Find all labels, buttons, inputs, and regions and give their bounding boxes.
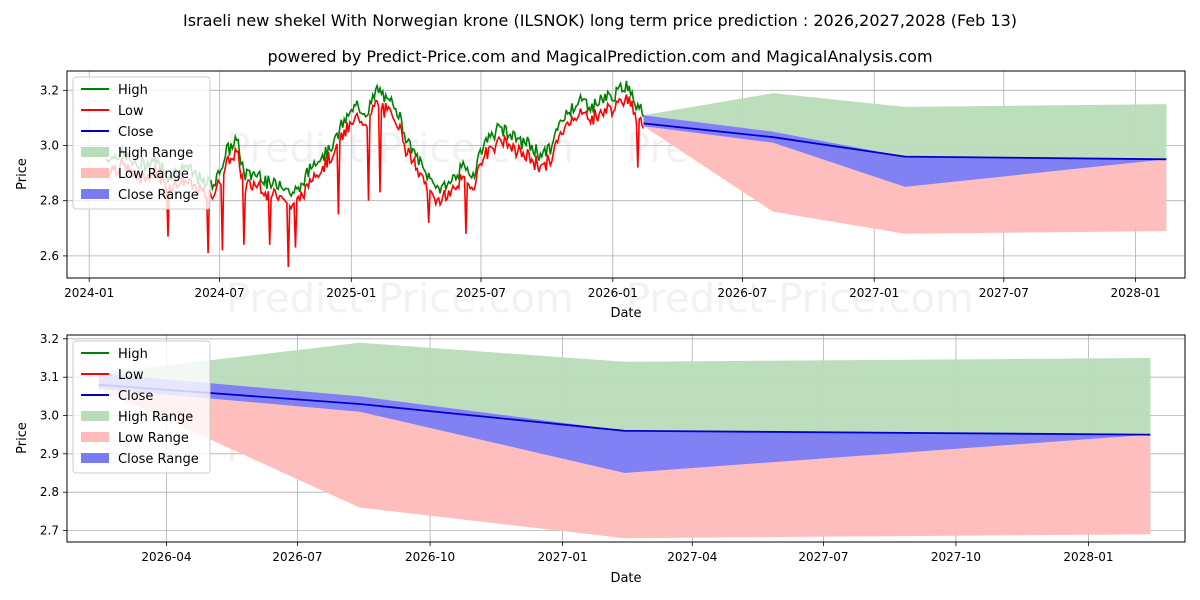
top-y-tick-label: 2.8 [40,194,59,208]
top-legend-high-range-label: High Range [118,146,193,161]
top-y-tick-label: 3.0 [40,139,59,153]
bottom-y-tick-label: 3.2 [40,332,59,346]
bottom-legend-low-range-label: Low Range [118,431,189,446]
top-close-range-band [643,115,1167,187]
bottom-y-tick-label: 2.8 [40,485,59,499]
top-x-tick-label: 2024-01 [64,286,114,300]
top-x-tick-label: 2025-01 [326,286,376,300]
top-watermark-4: Predict-Price.com [626,276,974,322]
top-legend-close-range-label: Close Range [118,188,199,203]
top-legend-low-label: Low [118,104,144,119]
top-y-tick-label: 2.6 [40,249,59,263]
bottom-forecast-close-line [98,383,1151,436]
top-x-tick-label: 2026-01 [588,286,638,300]
top-low-range-band [643,126,1167,234]
top-plot-frame [66,70,1186,279]
chart-title: Israeli new shekel With Norwegian krone … [183,11,1017,30]
bottom-x-tick-label: 2026-07 [272,550,322,564]
bottom-legend-high-range-swatch [81,411,109,421]
bottom-plot-frame [66,334,1186,543]
top-x-tick-label: 2027-07 [979,286,1029,300]
top-y-axis-label: Price [15,158,30,190]
top-watermark-1: Predict-Price.com [226,126,574,172]
bottom-legend-high-label: High [118,347,148,362]
bottom-x-tick-label: 2026-04 [141,550,191,564]
top-legend-high-range-swatch [81,147,109,157]
top-x-tick-label: 2027-01 [849,286,899,300]
top-x-tick-label: 2028-01 [1111,286,1161,300]
bottom-legend-high-range-label: High Range [118,410,193,425]
bottom-y-tick-label: 2.7 [40,524,59,538]
bottom-y-tick-label: 3.1 [40,370,59,384]
top-x-tick-label: 2024-07 [195,286,245,300]
bottom-y-tick-label: 3.0 [40,409,59,423]
top-high-range-band [643,93,1167,160]
top-x-tick-label: 2025-07 [456,286,506,300]
top-legend-close-label: Close [118,125,153,140]
bottom-chart-panel: Predict-Price.com Predict-Price.com 2026… [15,332,1186,586]
bottom-y-tick-label: 2.9 [40,447,59,461]
bottom-x-tick-label: 2027-04 [667,550,717,564]
bottom-x-axis-label: Date [610,571,641,586]
bottom-legend-low-range-swatch [81,432,109,442]
top-legend-low-range-swatch [81,168,109,178]
chart-subtitle: powered by Predict-Price.com and Magical… [267,47,932,66]
top-watermark-3: Predict-Price.com [226,276,574,322]
bottom-legend-close-range-label: Close Range [118,452,199,467]
bottom-legend-close-label: Close [118,389,153,404]
top-forecast-close-line [643,122,1167,161]
top-legend-close-range-swatch [81,189,109,199]
bottom-low-range-band [98,388,1151,539]
bottom-x-tick-label: 2028-01 [1063,550,1113,564]
bottom-high-range-band [98,342,1151,435]
bottom-legend-close-range-swatch [81,453,109,463]
bottom-legend-low-label: Low [118,368,144,383]
top-chart-panel: Predict-Price.com Predict-Price.com Pred… [15,70,1186,322]
top-legend-high-label: High [118,83,148,98]
top-x-axis-label: Date [610,306,641,321]
bottom-x-tick-label: 2027-01 [538,550,588,564]
top-x-tick-label: 2026-07 [717,286,767,300]
top-legend-low-range-label: Low Range [118,167,189,182]
bottom-x-tick-label: 2026-10 [405,550,455,564]
bottom-x-tick-label: 2027-07 [798,550,848,564]
bottom-x-tick-label: 2027-10 [931,550,981,564]
bottom-close-range-band [98,373,1151,473]
bottom-y-axis-label: Price [15,422,30,454]
top-y-tick-label: 3.2 [40,83,59,97]
